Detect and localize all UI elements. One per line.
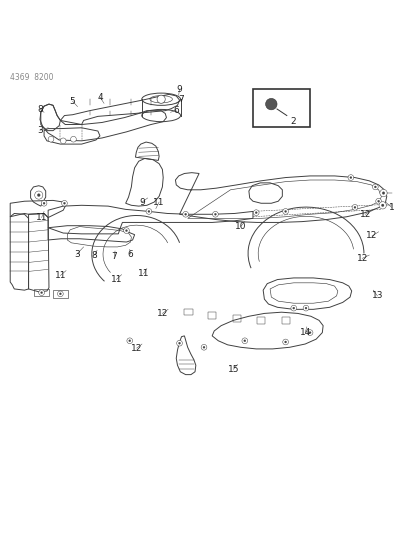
Text: 11: 11 (153, 198, 165, 206)
Circle shape (307, 330, 313, 335)
Text: 1: 1 (389, 203, 395, 212)
Circle shape (58, 291, 63, 297)
Circle shape (43, 202, 45, 204)
Text: 2: 2 (290, 117, 296, 126)
Circle shape (213, 212, 218, 217)
Text: 6: 6 (173, 106, 179, 115)
Circle shape (185, 213, 186, 215)
Circle shape (71, 136, 76, 142)
Circle shape (293, 307, 295, 309)
Text: 5: 5 (70, 97, 75, 106)
Circle shape (242, 338, 248, 344)
Circle shape (177, 341, 182, 346)
Circle shape (124, 228, 129, 233)
Text: 14: 14 (299, 328, 311, 337)
Circle shape (244, 340, 246, 342)
Circle shape (157, 95, 165, 103)
Text: 11: 11 (138, 269, 149, 278)
Circle shape (60, 293, 61, 295)
Circle shape (38, 193, 40, 197)
Text: 9: 9 (139, 198, 145, 206)
Text: 13: 13 (372, 292, 383, 301)
Text: 11: 11 (55, 271, 66, 280)
Circle shape (179, 342, 180, 344)
Circle shape (60, 138, 66, 144)
Circle shape (380, 189, 387, 197)
Text: 12: 12 (357, 254, 368, 263)
Bar (282, 317, 290, 324)
Text: 15: 15 (228, 365, 239, 374)
Circle shape (283, 339, 288, 345)
Circle shape (255, 212, 257, 214)
Circle shape (309, 332, 311, 334)
Circle shape (378, 200, 379, 202)
Circle shape (381, 204, 384, 207)
Circle shape (201, 344, 207, 350)
Circle shape (375, 186, 376, 188)
Circle shape (379, 201, 386, 209)
Text: 7: 7 (179, 95, 184, 104)
Circle shape (285, 211, 286, 213)
Text: 4: 4 (97, 93, 103, 102)
Text: 12: 12 (157, 309, 168, 318)
Text: 12: 12 (366, 231, 378, 240)
Circle shape (129, 340, 131, 342)
Circle shape (48, 136, 54, 142)
Circle shape (41, 200, 47, 206)
Circle shape (203, 346, 205, 348)
Circle shape (127, 338, 133, 344)
Circle shape (215, 213, 216, 215)
Bar (253, 89, 310, 127)
Text: 12: 12 (359, 210, 371, 219)
Circle shape (285, 341, 286, 343)
Text: 4369  8200: 4369 8200 (10, 72, 54, 82)
Text: 3: 3 (74, 250, 80, 259)
Circle shape (376, 198, 381, 204)
Text: 7: 7 (111, 252, 117, 261)
Bar (184, 309, 193, 316)
Bar (208, 312, 216, 319)
Circle shape (35, 191, 43, 199)
Text: 12: 12 (131, 344, 142, 353)
Text: 6: 6 (128, 250, 133, 259)
Text: 11: 11 (111, 275, 122, 284)
Circle shape (348, 175, 354, 180)
Text: 10: 10 (235, 222, 246, 231)
Circle shape (350, 176, 352, 179)
Circle shape (266, 99, 277, 110)
Circle shape (39, 290, 44, 295)
Circle shape (41, 292, 42, 294)
Circle shape (146, 208, 152, 214)
Bar (233, 316, 241, 322)
Circle shape (373, 184, 378, 190)
Circle shape (62, 200, 67, 206)
Circle shape (352, 205, 358, 210)
Text: 11: 11 (36, 213, 47, 222)
Text: 3: 3 (37, 126, 43, 135)
Circle shape (354, 206, 356, 208)
Circle shape (253, 210, 259, 215)
Text: 8: 8 (37, 105, 43, 114)
Text: 8: 8 (92, 251, 98, 260)
Circle shape (291, 305, 297, 311)
Circle shape (148, 211, 150, 213)
Circle shape (183, 212, 188, 217)
Circle shape (303, 305, 309, 311)
Circle shape (126, 230, 127, 232)
Circle shape (305, 307, 307, 309)
Bar (257, 317, 265, 324)
Circle shape (283, 208, 288, 214)
Text: 9: 9 (177, 85, 182, 93)
Circle shape (64, 202, 65, 204)
Circle shape (382, 192, 385, 195)
